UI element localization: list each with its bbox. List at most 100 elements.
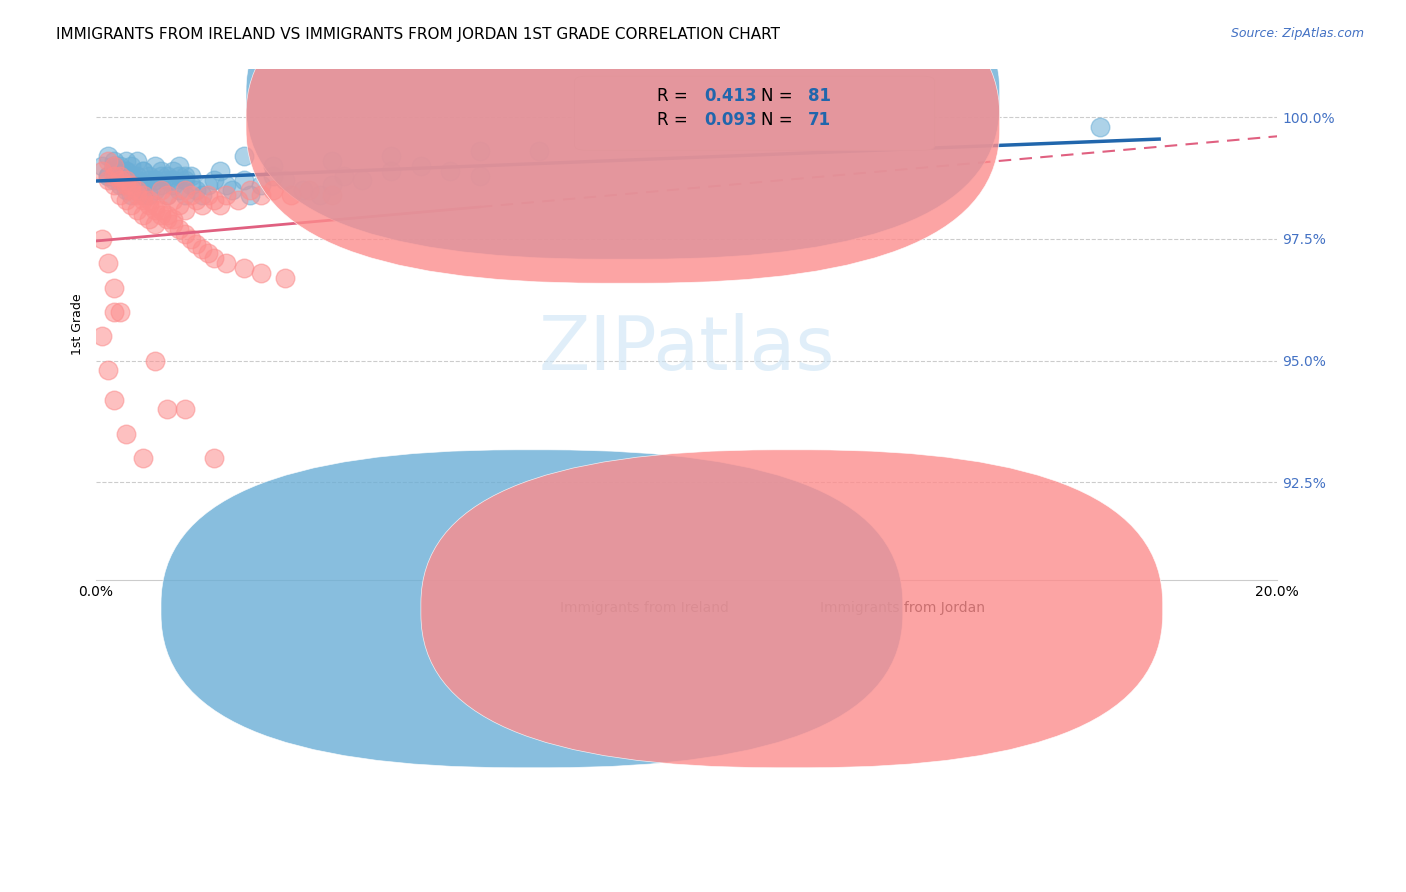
Point [138,173,160,187]
Point [143,202,166,217]
Point [97,169,120,183]
Text: R =: R = [657,87,693,104]
Text: Source: ZipAtlas.com: Source: ZipAtlas.com [1230,27,1364,40]
Point [162,193,184,207]
Point [108,169,131,183]
Point [138,212,160,227]
Point [167,183,190,197]
Point [150,208,173,222]
Point [215,256,238,270]
Point [250,266,273,280]
Point [121,159,143,173]
Point [186,236,208,251]
Point [226,193,249,207]
Point [191,198,214,212]
Point [202,252,225,266]
Point [321,188,343,202]
Point [108,159,131,173]
Point [108,173,131,187]
Point [114,173,136,187]
Point [350,173,373,187]
Point [121,183,143,197]
Point [127,183,149,197]
Point [150,183,173,197]
Text: N =: N = [761,111,799,128]
Point [156,212,179,227]
Point [150,202,173,217]
Point [108,188,131,202]
Point [280,188,302,202]
Point [103,159,125,173]
Point [162,212,184,227]
Point [127,183,149,197]
Point [150,169,173,183]
Point [209,198,232,212]
Point [180,169,202,183]
Point [250,178,273,193]
Point [121,173,143,187]
Point [114,169,136,183]
Point [180,232,202,246]
Point [173,183,195,197]
Point [156,188,179,202]
Point [162,163,184,178]
Point [132,163,155,178]
Point [186,193,208,207]
Text: 0.413: 0.413 [704,87,756,104]
Point [173,169,195,183]
Point [162,217,184,231]
Point [138,198,160,212]
Point [239,188,262,202]
Text: 71: 71 [808,111,831,128]
Point [103,392,125,407]
Point [132,450,155,465]
Point [1088,120,1111,134]
Point [121,198,143,212]
Point [114,178,136,193]
Point [103,154,125,169]
Point [103,159,125,173]
Point [274,173,297,187]
Point [202,450,225,465]
Point [215,178,238,193]
Point [162,173,184,187]
Point [309,188,332,202]
Point [173,202,195,217]
Point [527,145,550,159]
Point [103,173,125,187]
Point [132,178,155,193]
Point [114,426,136,441]
Point [468,169,491,183]
FancyBboxPatch shape [420,450,1163,768]
Point [468,145,491,159]
Text: R =: R = [657,111,693,128]
Point [262,183,284,197]
Point [180,188,202,202]
Point [197,188,219,202]
Point [143,217,166,231]
Point [215,188,238,202]
Point [114,183,136,197]
Point [103,305,125,319]
Point [262,159,284,173]
FancyBboxPatch shape [575,76,935,150]
Point [191,242,214,256]
Point [97,154,120,169]
Point [103,280,125,294]
Point [143,173,166,187]
Point [127,188,149,202]
Point [156,208,179,222]
Point [143,159,166,173]
Text: N =: N = [761,87,799,104]
Point [156,402,179,417]
Point [173,402,195,417]
Point [274,270,297,285]
Point [156,169,179,183]
Point [380,163,402,178]
Point [108,178,131,193]
Point [167,159,190,173]
Point [138,188,160,202]
Point [103,169,125,183]
Point [439,163,461,178]
Point [121,178,143,193]
